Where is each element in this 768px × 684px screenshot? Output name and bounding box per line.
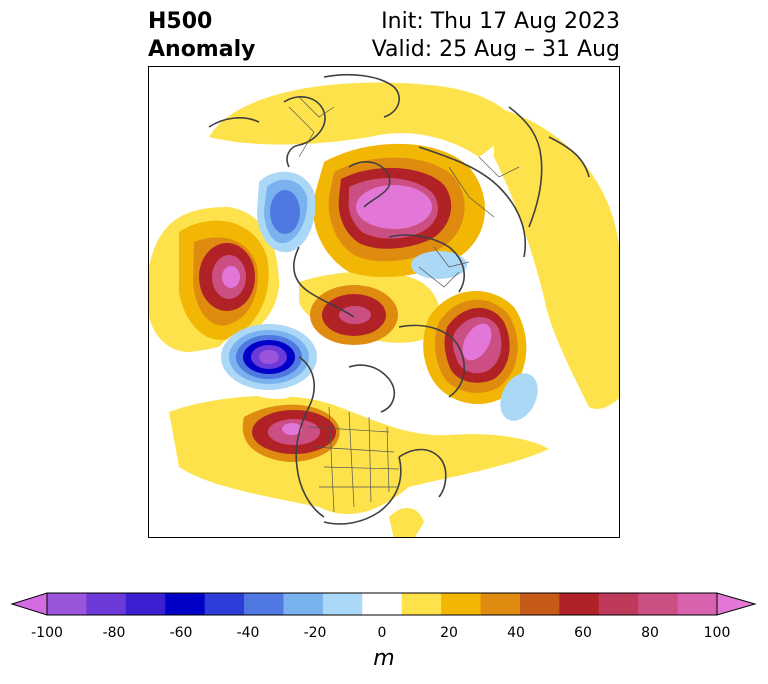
- chart-title: H500 Anomaly: [148, 8, 255, 64]
- colorbar: [10, 592, 757, 616]
- colorbar-segment: [441, 593, 482, 615]
- colorbar-tick-label: -40: [236, 625, 260, 641]
- valid-time: Valid: 25 Aug – 31 Aug: [371, 37, 620, 62]
- colorbar-segment: [677, 593, 718, 615]
- colorbar-segment: [86, 593, 127, 615]
- colorbar-segments: [10, 592, 757, 616]
- positive-anomaly-band: [494, 107, 619, 409]
- colorbar-segment: [125, 593, 166, 615]
- colorbar-outline: [46, 592, 718, 616]
- run-info: Init: Thu 17 Aug 2023 Valid: 25 Aug – 31…: [372, 8, 620, 64]
- colorbar-segment: [480, 593, 521, 615]
- positive-anomaly-band: [169, 395, 549, 515]
- positive-anomaly-core: [339, 306, 371, 324]
- positive-anomaly-core: [356, 185, 432, 229]
- colorbar-tick-label: 0: [377, 625, 387, 641]
- negative-anomaly-band: [500, 373, 538, 421]
- positive-anomaly-core: [282, 423, 302, 435]
- colorbar-segment: [598, 593, 639, 615]
- colorbar-tick-label: 100: [703, 625, 731, 641]
- colorbar-tick-label: 60: [574, 625, 592, 641]
- colorbar-tick-label: -60: [169, 625, 193, 641]
- colorbar-tick-label: 40: [507, 625, 525, 641]
- colorbar-segment: [362, 593, 403, 615]
- colorbar-tick-label: 80: [641, 625, 659, 641]
- colorbar-tick-label: -20: [303, 625, 327, 641]
- init-time: Init: Thu 17 Aug 2023: [381, 9, 620, 34]
- negative-anomaly-core: [259, 350, 279, 364]
- colorbar-segment: [559, 593, 600, 615]
- anomaly-map: [148, 66, 620, 538]
- colorbar-tick-label: -80: [102, 625, 126, 641]
- colorbar-extend-max: [716, 592, 757, 616]
- colorbar-extend-min: [10, 592, 48, 616]
- coastlines: [208, 73, 590, 525]
- colorbar-segment: [47, 593, 87, 615]
- title-line-1: H500: [148, 9, 213, 34]
- colorbar-segment: [165, 593, 206, 615]
- positive-anomaly-band: [389, 508, 424, 537]
- positive-anomaly-core: [222, 266, 240, 288]
- anomaly-field: [149, 82, 619, 537]
- colorbar-segment: [283, 593, 324, 615]
- colorbar-tick-label: -100: [31, 625, 63, 641]
- positive-anomaly-core: [462, 323, 492, 361]
- negative-anomaly-core: [270, 190, 300, 234]
- country-borders: [288, 96, 520, 513]
- colorbar-segment: [244, 593, 284, 615]
- colorbar-segment: [322, 593, 363, 615]
- colorbar-segment: [638, 593, 679, 615]
- title-line-2: Anomaly: [148, 37, 256, 62]
- colorbar-tick-label: 20: [440, 625, 458, 641]
- colorbar-segment: [401, 593, 442, 615]
- colorbar-segment: [204, 593, 245, 615]
- negative-anomaly-band: [411, 251, 467, 279]
- colorbar-segment: [519, 593, 560, 615]
- colorbar-unit-label: m: [373, 646, 395, 671]
- map-canvas: [149, 73, 619, 537]
